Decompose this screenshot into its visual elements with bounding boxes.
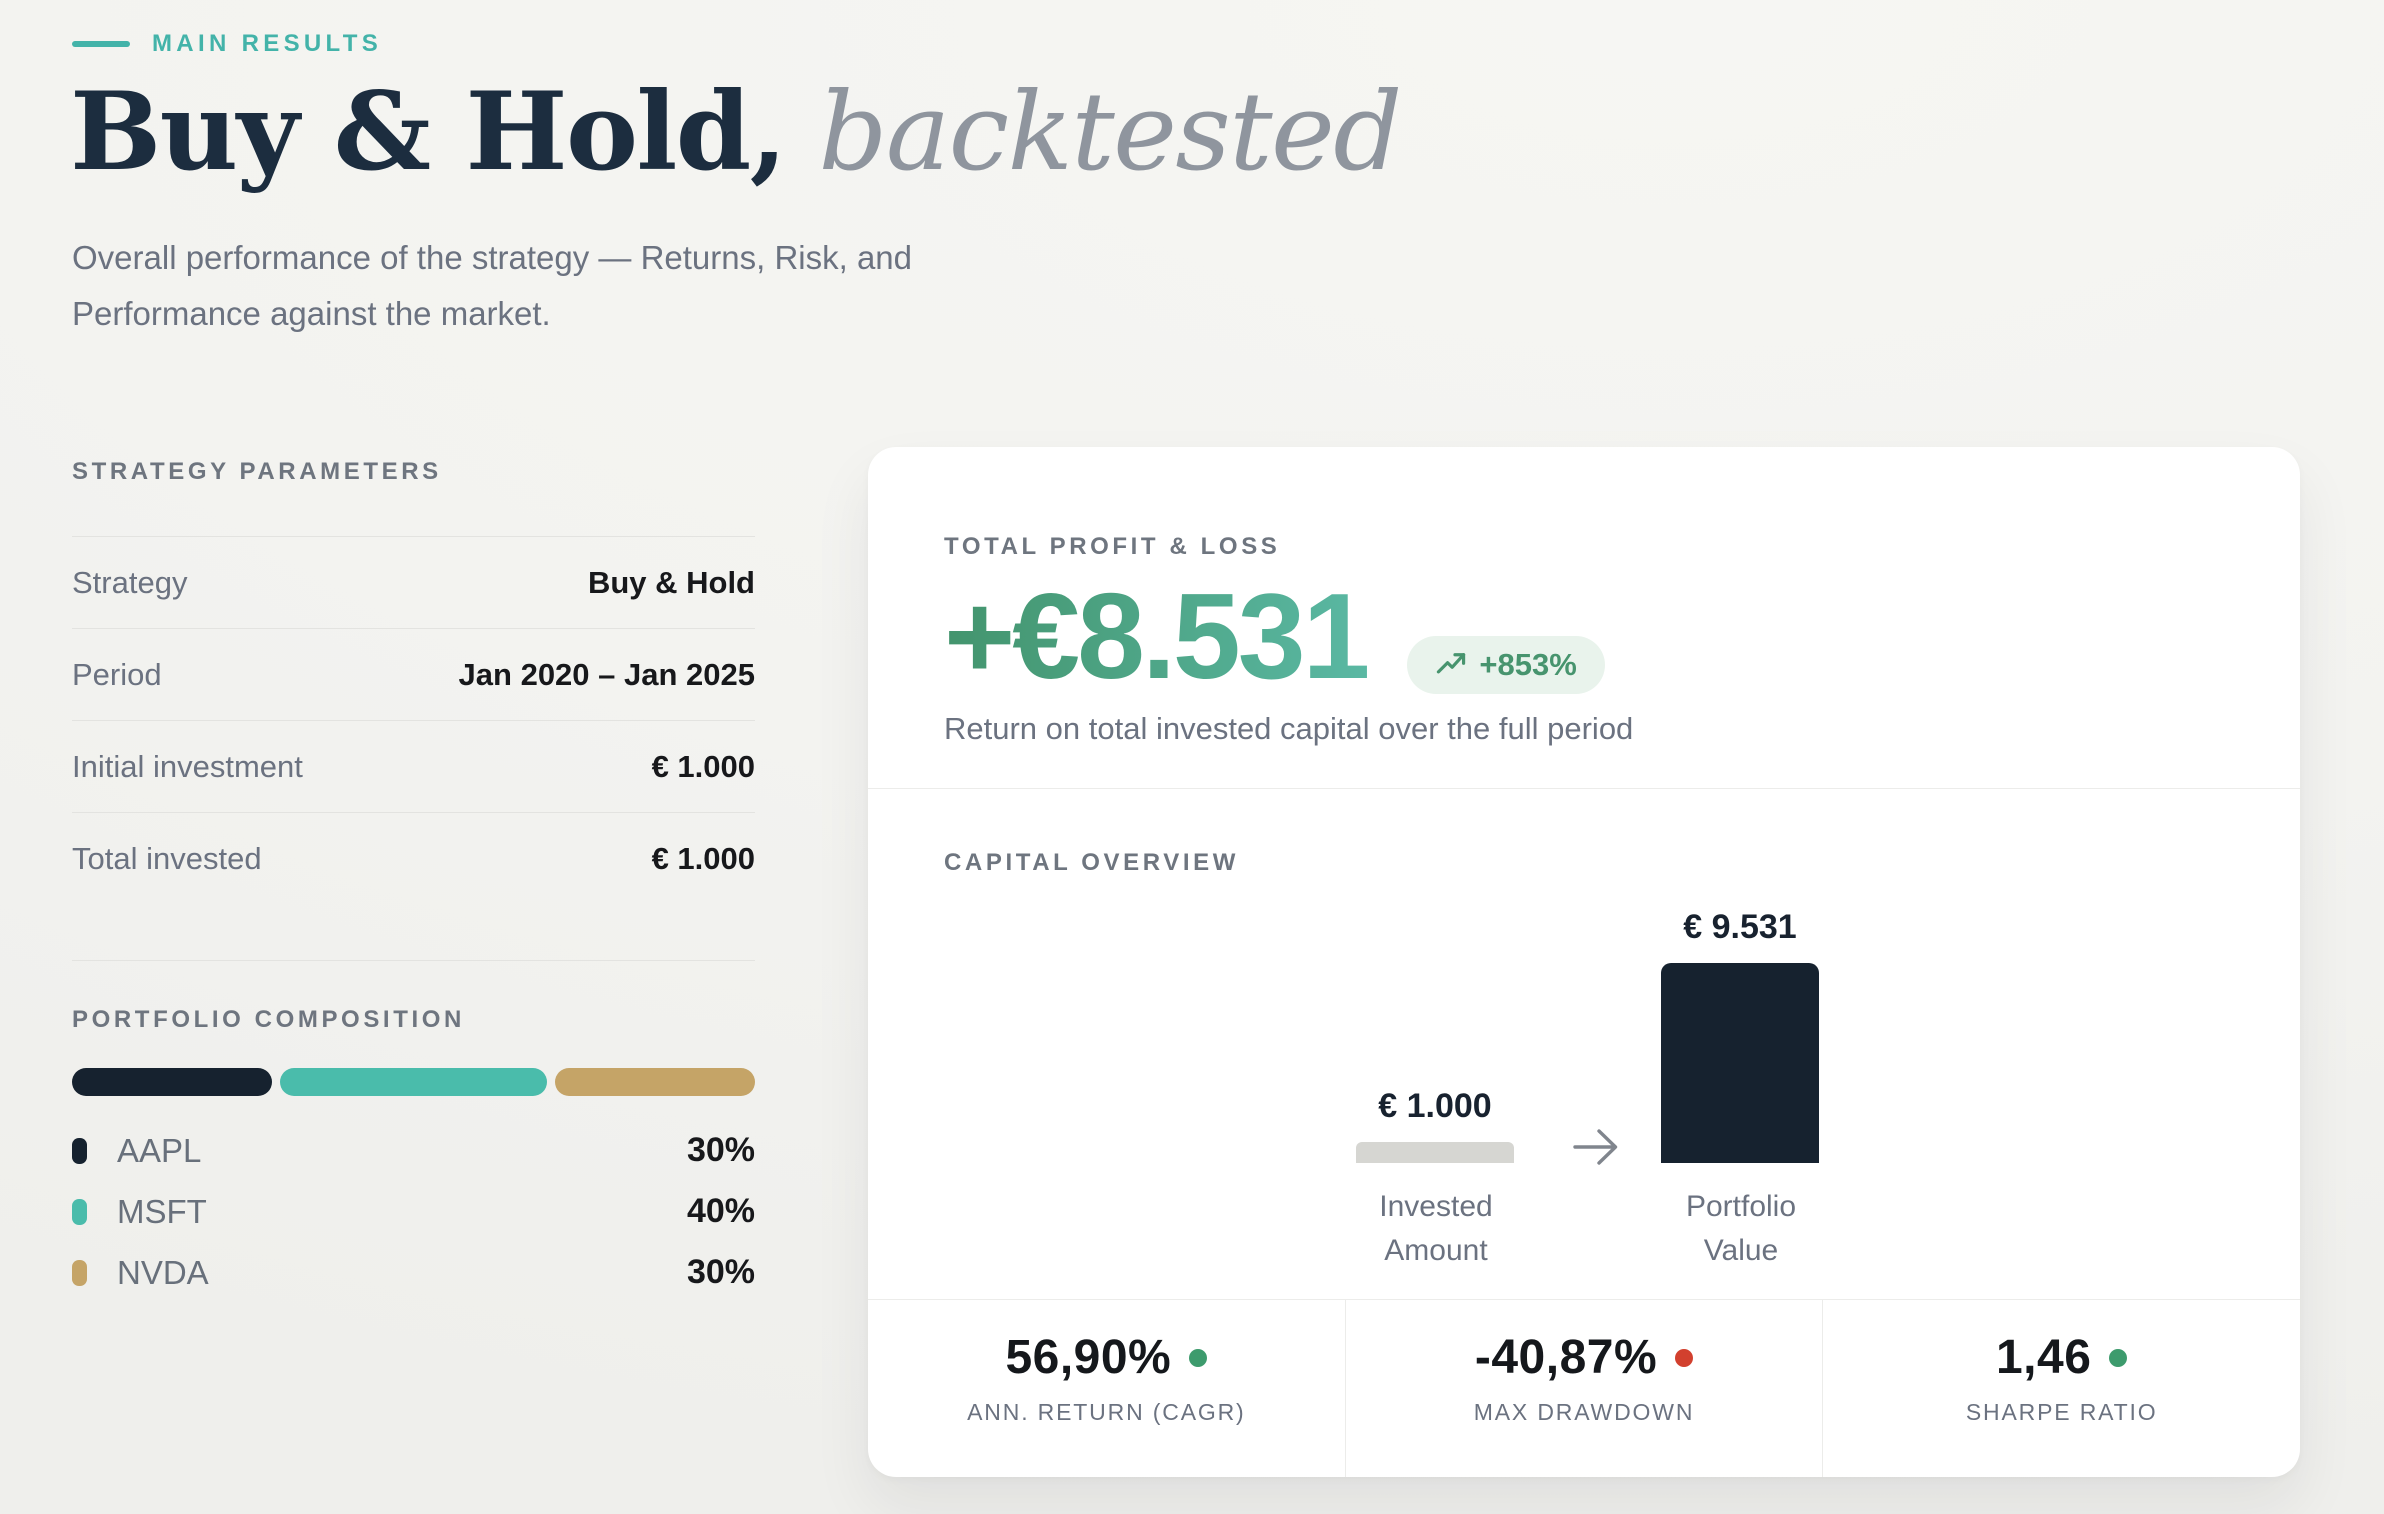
invested-bar-value: € 1.000 (1378, 1087, 1492, 1125)
invested-bar-group: € 1.000 (1356, 1087, 1514, 1163)
capital-bar-chart: € 1.000 € 9.531 (868, 789, 2300, 1165)
param-label: Total invested (72, 840, 262, 876)
param-value: € 1.000 (651, 748, 755, 784)
invested-axis-label-line1: Invested (1379, 1190, 1493, 1223)
stat-label: MAX DRAWDOWN (1473, 1399, 1695, 1425)
stat-value: 56,90% (1005, 1331, 1172, 1384)
legend-weight: 40% (686, 1192, 755, 1230)
stat-value: -40,87% (1474, 1331, 1658, 1384)
param-label: Strategy (72, 564, 188, 600)
capital-overview-section: CAPITAL OVERVIEW € 1.000 € 9.531 Investe… (868, 789, 2300, 1300)
invested-bar (1356, 1142, 1514, 1163)
param-value: Jan 2020 – Jan 2025 (458, 656, 755, 692)
portfolio-axis-label-line1: Portfolio (1685, 1190, 1797, 1223)
list-item: AAPL 30% (72, 1120, 755, 1181)
profit-amount: +€8.531 (944, 568, 1370, 704)
total-profit-loss-section: TOTAL PROFIT & LOSS +€8.531 +853% Return… (868, 447, 2300, 789)
table-row: Strategy Buy & Hold (72, 536, 755, 628)
eyebrow: MAIN RESULTS (72, 30, 382, 58)
portfolio-composition-heading: PORTFOLIO COMPOSITION (72, 1006, 465, 1033)
profit-badge: +853% (1407, 635, 1605, 694)
page-title-accent: backtested (785, 70, 1402, 195)
param-value: Buy & Hold (587, 564, 755, 600)
eyebrow-label: MAIN RESULTS (152, 30, 383, 57)
legend-swatch (72, 1137, 87, 1164)
profit-amount-row: +€8.531 +853% (944, 568, 2224, 704)
page-title-main: Buy & Hold, (70, 69, 787, 195)
list-item: NVDA 30% (72, 1242, 755, 1303)
param-value: € 1.000 (651, 840, 755, 876)
stat-sharpe-ratio: 1,46 SHARPE RATIO (1822, 1300, 2300, 1477)
legend-swatch (72, 1198, 87, 1225)
capital-overview-heading: CAPITAL OVERVIEW (944, 849, 1239, 876)
legend-swatch (72, 1259, 87, 1286)
table-row: Total invested € 1.000 (72, 812, 755, 904)
composition-segment (280, 1068, 547, 1096)
stat-label: ANN. RETURN (CAGR) (967, 1399, 1246, 1425)
strategy-parameters-heading: STRATEGY PARAMETERS (72, 458, 442, 485)
portfolio-bar-value: € 9.531 (1683, 908, 1797, 946)
composition-stacked-bar (72, 1068, 755, 1096)
results-card: TOTAL PROFIT & LOSS +€8.531 +853% Return… (868, 447, 2300, 1477)
legend-weight: 30% (686, 1253, 755, 1291)
total-profit-loss-heading: TOTAL PROFIT & LOSS (944, 533, 1281, 560)
legend-ticker: MSFT (117, 1192, 207, 1230)
legend-ticker: AAPL (117, 1131, 202, 1169)
page-subtitle: Overall performance of the strategy — Re… (72, 239, 913, 332)
status-dot-icon (1189, 1348, 1208, 1367)
profit-badge-label: +853% (1479, 646, 1577, 682)
stat-value: 1,46 (1995, 1331, 2092, 1384)
portfolio-axis-label: Portfolio Value (1581, 1185, 1901, 1273)
portfolio-bar (1661, 963, 1819, 1163)
stat-label: SHARPE RATIO (1965, 1399, 2158, 1425)
portfolio-axis-label-line2: Value (1703, 1234, 1779, 1267)
legend-ticker: NVDA (117, 1253, 209, 1291)
key-stats-row: 56,90% ANN. RETURN (CAGR) -40,87% MAX DR… (868, 1300, 2300, 1477)
composition-legend: AAPL 30% MSFT 40% NVDA 30% (72, 1120, 755, 1303)
list-item: MSFT 40% (72, 1181, 755, 1242)
stat-value-row: 56,90% (1005, 1330, 1208, 1385)
invested-axis-label: Invested Amount (1276, 1185, 1596, 1273)
status-dot-icon (2109, 1348, 2128, 1367)
profit-description: Return on total invested capital over th… (944, 710, 1634, 746)
status-dot-icon (1675, 1348, 1694, 1367)
portfolio-composition-section: PORTFOLIO COMPOSITION AAPL 30% MSFT 40% … (72, 1006, 755, 1303)
right-arrow-icon (1573, 1129, 1618, 1165)
legend-weight: 30% (686, 1131, 755, 1169)
composition-segment (554, 1068, 755, 1096)
param-label: Initial investment (72, 748, 303, 784)
strategy-parameters-section: STRATEGY PARAMETERS Strategy Buy & Hold … (72, 458, 755, 961)
param-label: Period (72, 656, 162, 692)
eyebrow-dash-icon (72, 41, 130, 47)
invested-axis-label-line2: Amount (1384, 1234, 1488, 1267)
table-row: Initial investment € 1.000 (72, 720, 755, 812)
stat-max-drawdown: -40,87% MAX DRAWDOWN (1344, 1300, 1823, 1477)
stat-value-row: 1,46 (1995, 1330, 2128, 1385)
strategy-parameters-table: Strategy Buy & Hold Period Jan 2020 – Ja… (72, 536, 755, 961)
stat-value-row: -40,87% (1474, 1330, 1694, 1385)
stat-annual-return: 56,90% ANN. RETURN (CAGR) (868, 1300, 1345, 1477)
table-row: Period Jan 2020 – Jan 2025 (72, 628, 755, 720)
page-title: Buy & Hold, backtested (70, 62, 1402, 203)
portfolio-bar-group: € 9.531 (1661, 908, 1819, 1163)
trending-up-icon (1437, 653, 1466, 674)
composition-segment (72, 1068, 273, 1096)
